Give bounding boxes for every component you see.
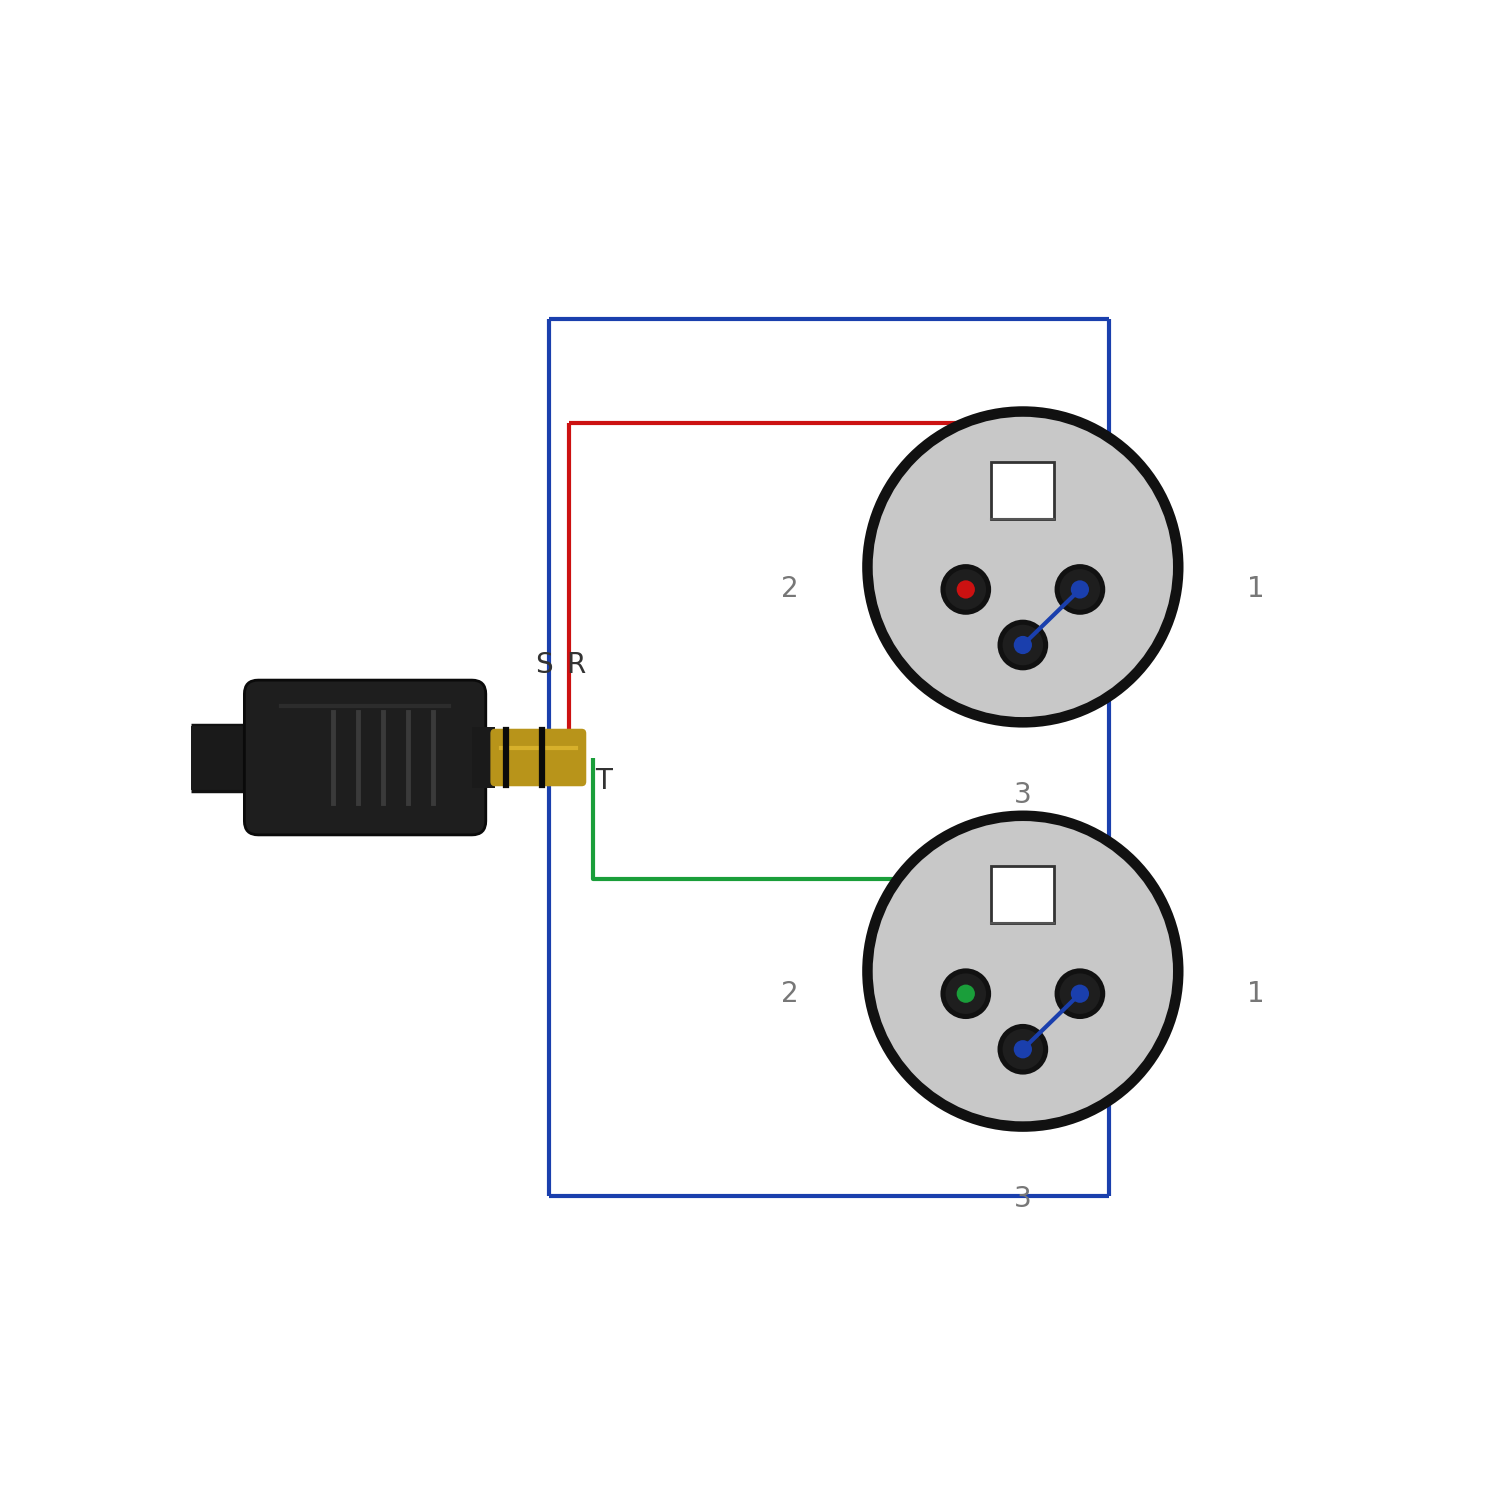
Text: R: R (566, 651, 585, 680)
Circle shape (873, 417, 1173, 717)
Circle shape (1002, 1029, 1042, 1069)
Circle shape (1059, 568, 1100, 609)
Circle shape (1002, 624, 1042, 666)
Circle shape (945, 974, 986, 1014)
Circle shape (940, 969, 992, 1018)
Text: 1: 1 (1246, 980, 1264, 1008)
Circle shape (957, 580, 975, 598)
Circle shape (940, 564, 992, 615)
Text: T: T (596, 766, 612, 795)
Text: 2: 2 (782, 576, 800, 603)
Circle shape (1059, 974, 1100, 1014)
Text: 2: 2 (782, 980, 800, 1008)
Circle shape (1071, 580, 1089, 598)
Circle shape (1014, 636, 1032, 654)
FancyBboxPatch shape (472, 728, 495, 788)
Circle shape (1054, 564, 1106, 615)
FancyBboxPatch shape (992, 865, 1054, 922)
Circle shape (1054, 969, 1106, 1018)
Text: 3: 3 (1014, 1185, 1032, 1214)
Circle shape (998, 620, 1048, 670)
Circle shape (1071, 984, 1089, 1004)
FancyBboxPatch shape (490, 729, 586, 786)
Circle shape (1014, 1040, 1032, 1059)
Text: 3: 3 (1014, 782, 1032, 808)
Circle shape (862, 406, 1184, 728)
Text: 1: 1 (1246, 576, 1264, 603)
Circle shape (957, 984, 975, 1004)
Circle shape (998, 1024, 1048, 1074)
Text: S: S (534, 651, 552, 680)
FancyBboxPatch shape (992, 462, 1054, 519)
FancyBboxPatch shape (244, 680, 486, 836)
Circle shape (862, 810, 1184, 1132)
Circle shape (945, 568, 986, 609)
Circle shape (873, 821, 1173, 1122)
